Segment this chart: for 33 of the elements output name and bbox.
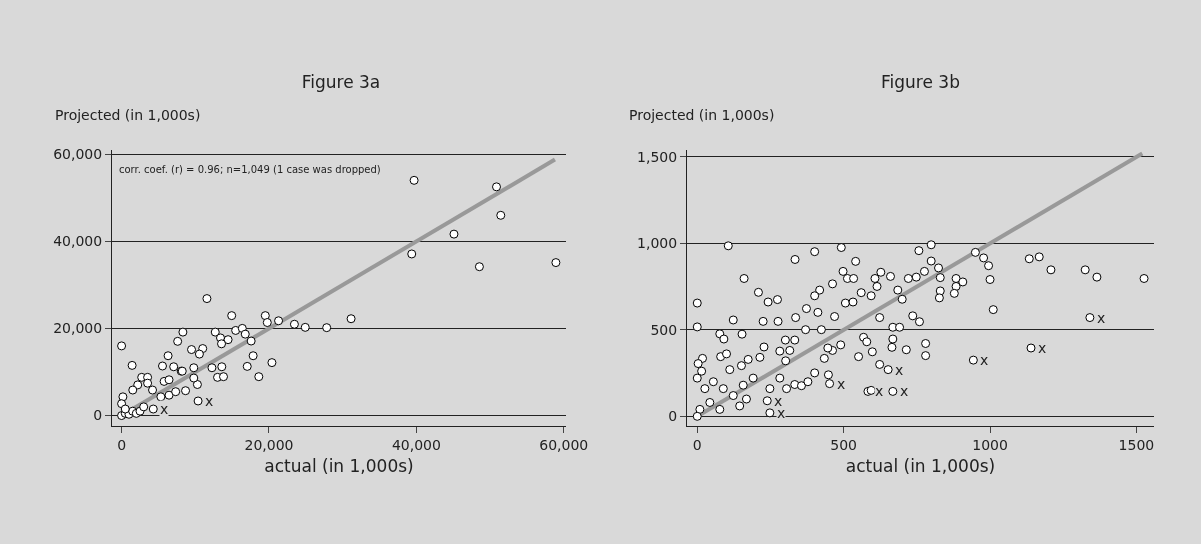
x-tick-label: 1500: [1118, 436, 1155, 453]
x-axis-title: actual (in 1,000s): [264, 456, 414, 477]
annotation: x: [895, 362, 904, 378]
y-tick-label: 500: [650, 321, 678, 338]
annotation: x: [875, 383, 884, 399]
x-tick-label: 0: [692, 436, 702, 453]
y-tick-label: 0: [668, 408, 678, 425]
annotation: x: [837, 376, 846, 392]
annotation: x: [1038, 340, 1047, 356]
annotation: x: [160, 401, 169, 417]
annotation: x: [900, 383, 909, 399]
x-tick-label: 1000: [972, 436, 1008, 453]
x-axis-title: actual (in 1,000s): [845, 456, 996, 477]
chart-title: Figure 3a: [301, 71, 381, 92]
annotation: x: [1097, 310, 1106, 326]
x-tick-label: 40,000: [391, 436, 441, 453]
x-tick-label: 20,000: [244, 436, 294, 453]
chart-title: Figure 3b: [881, 71, 960, 92]
annotation: x: [205, 393, 214, 409]
y-tick-label: 1,000: [637, 235, 678, 252]
y-axis-title: Projected (in 1,000s): [55, 107, 201, 123]
x-tick-label: 500: [830, 436, 858, 453]
y-tick-label: 40,000: [53, 233, 103, 250]
y-tick-label: 60,000: [53, 146, 103, 163]
y-tick-label: 0: [93, 407, 103, 424]
y-tick-label: 1,500: [637, 148, 678, 165]
y-axis-title: Projected (in 1,000s): [629, 107, 775, 123]
y-tick-label: 20,000: [53, 320, 103, 337]
x-tick-label: 0: [117, 436, 127, 453]
x-tick-label: 60,000: [539, 436, 589, 453]
annotation: x: [980, 352, 989, 368]
annotation: corr. coef. (r) = 0.96; n=1,049 (1 case was dropped): [119, 164, 381, 175]
annotation: x: [777, 405, 786, 421]
